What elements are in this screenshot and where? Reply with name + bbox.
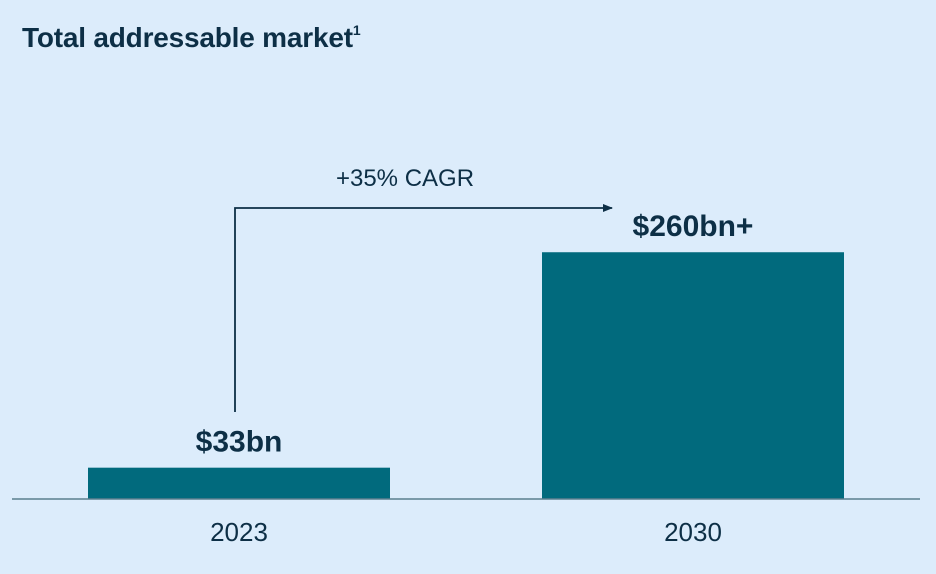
x-tick-label-2023: 2023: [210, 517, 268, 547]
chart-title: Total addressable market1: [22, 21, 361, 54]
cagr-arrow: [234, 204, 613, 412]
bar-2030: [542, 252, 844, 499]
chart-title-text: Total addressable market: [22, 22, 353, 53]
bar-2023: [88, 467, 390, 499]
data-label-2030: $260bn+: [633, 210, 754, 243]
data-label-2023: $33bn: [196, 426, 283, 459]
x-tick-label-2030: 2030: [664, 517, 722, 547]
chart-title-footnote: 1: [352, 21, 361, 38]
cagr-annotation: +35% CAGR: [336, 165, 474, 192]
